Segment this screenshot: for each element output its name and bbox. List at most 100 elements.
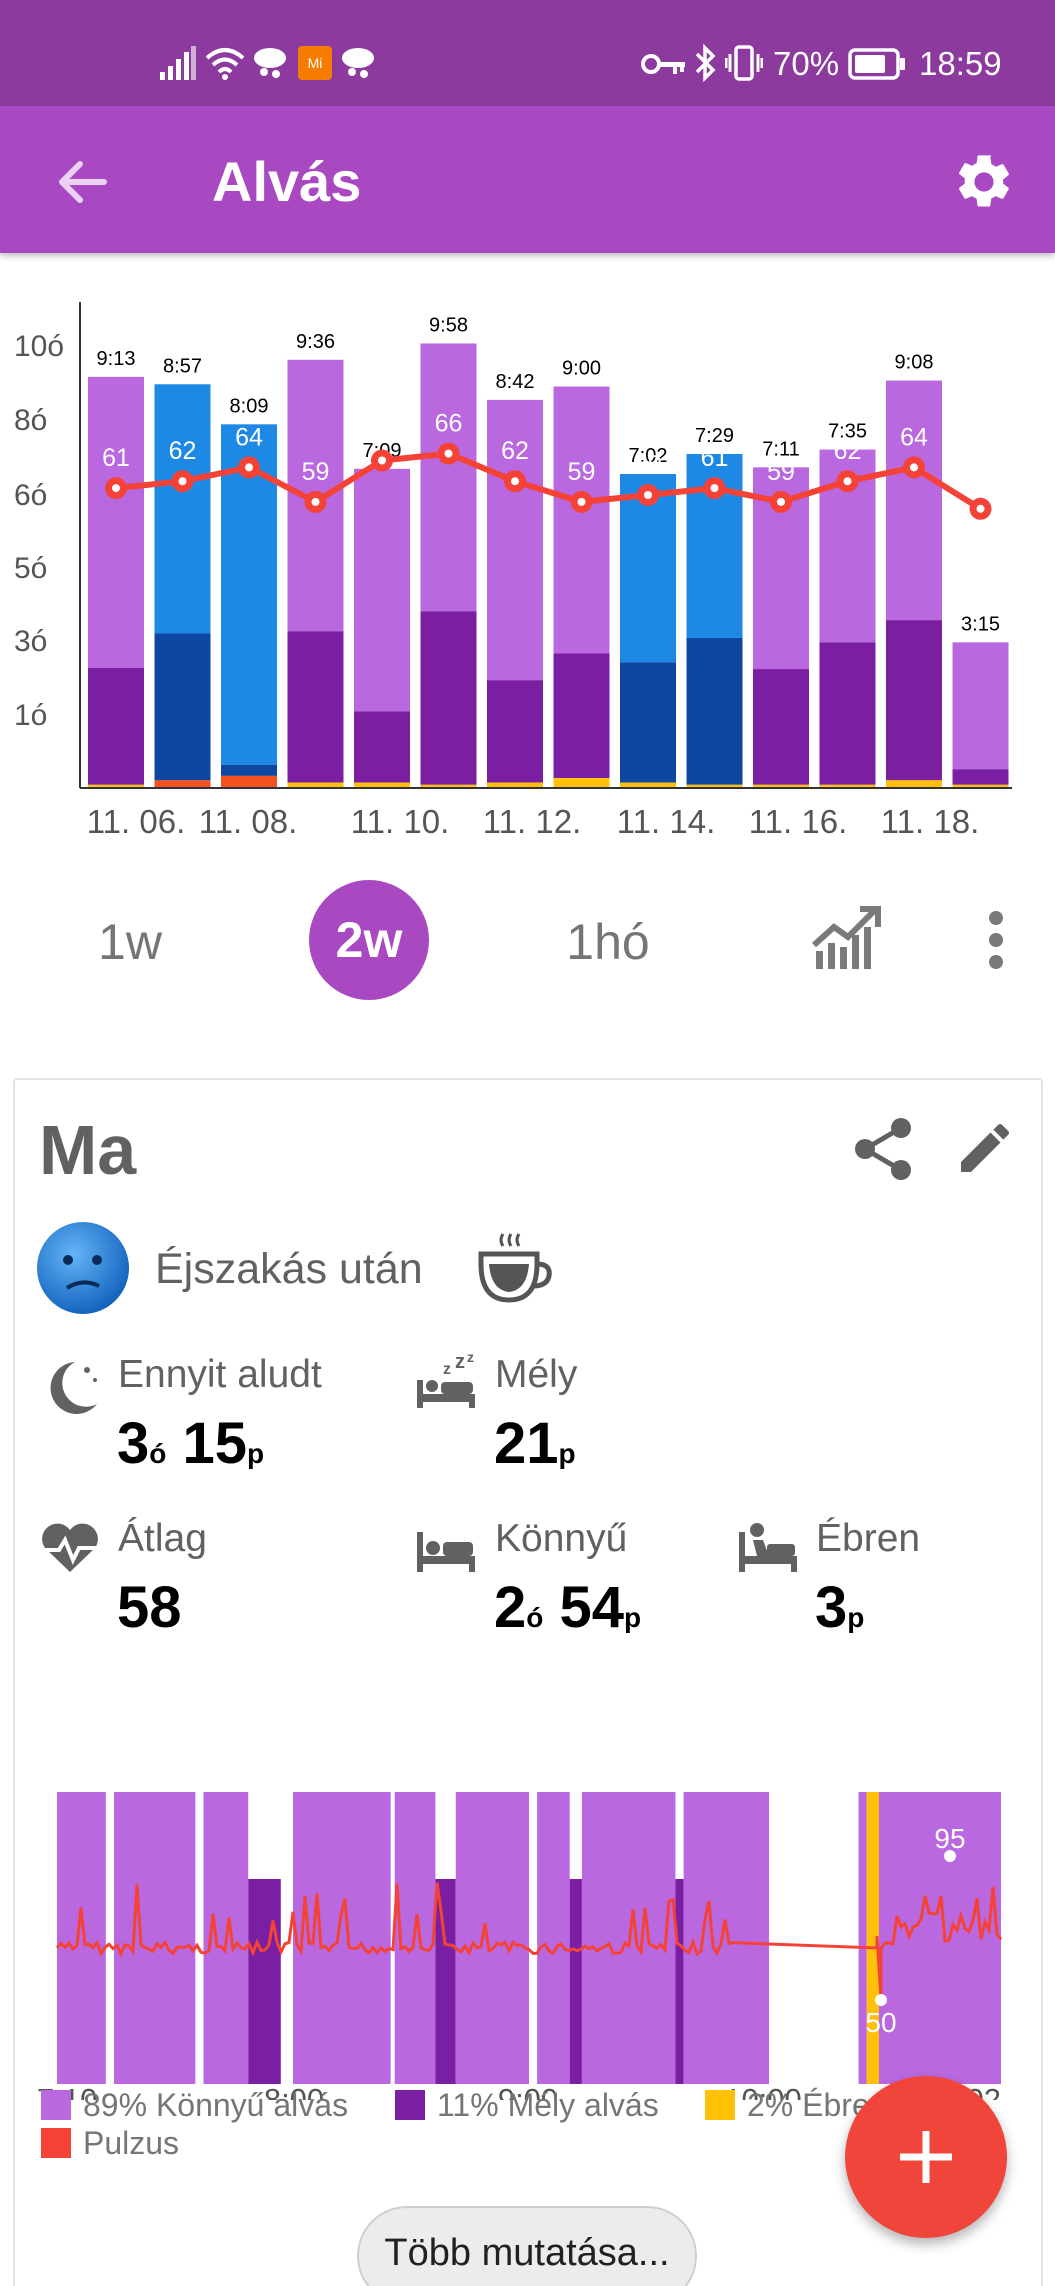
y-tick-label: 6ó bbox=[14, 479, 47, 512]
app-bar: Alvás bbox=[0, 106, 1055, 253]
pulse-line bbox=[115, 450, 983, 512]
duration-label: 8:57 bbox=[163, 355, 202, 377]
pulse-point-center bbox=[644, 491, 652, 499]
moon-icon bbox=[50, 1362, 97, 1414]
pulse-label: 58 bbox=[967, 465, 995, 493]
duration-label: 9:58 bbox=[429, 314, 468, 336]
range-1w-button[interactable]: 1w bbox=[98, 914, 162, 970]
bar-light bbox=[154, 384, 211, 634]
bar-deep bbox=[553, 653, 610, 779]
bar-deep bbox=[287, 631, 344, 783]
notification-icon bbox=[254, 48, 286, 78]
bluetooth-icon bbox=[695, 44, 716, 82]
today-sleep-card: Ma Éjszakás után Ennyit aludt 3ó 15p z z… bbox=[13, 1078, 1043, 2286]
add-button[interactable] bbox=[845, 2076, 1007, 2238]
range-2w-button[interactable]: 2w bbox=[309, 880, 429, 1000]
avg-pulse-label: Átlag bbox=[118, 1517, 207, 1560]
pulse-max-point bbox=[944, 1850, 956, 1862]
deep-sleep-bed-icon: z z z bbox=[417, 1350, 475, 1408]
y-tick-label: 1ó bbox=[14, 699, 47, 732]
light-sleep-value: 2ó 54p bbox=[494, 1575, 642, 1640]
bar-awake bbox=[487, 782, 543, 787]
pulse-label: 59 bbox=[767, 458, 795, 486]
bar-awake bbox=[154, 780, 211, 787]
stage-segment-deep bbox=[248, 1879, 281, 2084]
deep-sleep-label: Mély bbox=[495, 1353, 578, 1396]
confused-face-icon[interactable] bbox=[35, 1220, 131, 1316]
pulse-point-center bbox=[710, 484, 719, 493]
bar-deep bbox=[886, 620, 942, 781]
bar-light bbox=[487, 399, 543, 681]
duration-label: 9:00 bbox=[562, 358, 601, 380]
vibrate-icon bbox=[725, 45, 763, 81]
legend-pulse: Pulzus bbox=[41, 2124, 179, 2162]
status-bar: Mi 70% 18:59 bbox=[0, 0, 1055, 106]
duration-label: 7:29 bbox=[695, 425, 734, 447]
bar-deep bbox=[88, 667, 144, 785]
duration-label: 9:08 bbox=[895, 352, 934, 374]
duration-label: 8:42 bbox=[496, 371, 535, 393]
bar-deep bbox=[620, 662, 676, 783]
more-vert-icon[interactable] bbox=[984, 910, 1008, 970]
stage-segment-deep bbox=[569, 1879, 582, 2084]
x-tick-label: 11. 16. bbox=[749, 803, 847, 840]
awake-label: Ébren bbox=[816, 1517, 921, 1560]
x-tick-label: 11. 10. bbox=[351, 803, 449, 840]
y-tick-label: 3ó bbox=[14, 625, 47, 658]
pulse-point-center bbox=[178, 477, 187, 486]
x-tick-label: 9:00 bbox=[498, 2082, 558, 2100]
x-tick-label: 11. 14. bbox=[617, 803, 715, 840]
x-tick-label: 11. 08. bbox=[199, 803, 297, 840]
clock: 18:59 bbox=[919, 45, 1002, 82]
duration-label: 8:09 bbox=[230, 395, 269, 417]
show-more-button[interactable]: Több mutatása... bbox=[357, 2206, 697, 2286]
bar-awake bbox=[420, 784, 477, 787]
bar-light bbox=[952, 642, 1009, 770]
signal-icon bbox=[160, 46, 196, 80]
stage-segment-light bbox=[683, 1792, 770, 2084]
bar-deep bbox=[686, 637, 743, 785]
sleep-bar-chart[interactable]: 1ó3ó5ó6ó8ó10ó9:138:578:099:367:099:588:4… bbox=[0, 260, 1055, 860]
bar-awake bbox=[620, 782, 676, 787]
bar-deep bbox=[753, 669, 809, 785]
vpn-key-icon bbox=[641, 54, 685, 74]
bar-awake bbox=[287, 782, 344, 787]
trend-chart-icon[interactable] bbox=[812, 905, 884, 971]
share-icon[interactable] bbox=[853, 1116, 915, 1182]
bar-light bbox=[221, 424, 277, 765]
duration-label: 7:02 bbox=[629, 445, 668, 467]
sleep-history-chart: 1ó3ó5ó6ó8ó10ó9:138:578:099:367:099:588:4… bbox=[0, 260, 1055, 865]
bed-icon bbox=[417, 1532, 475, 1572]
pulse-point-center bbox=[777, 497, 785, 506]
pulse-point-center bbox=[976, 504, 985, 513]
bar-light bbox=[88, 376, 144, 668]
gear-icon[interactable] bbox=[952, 150, 1016, 214]
pulse-label: 60 bbox=[634, 451, 662, 479]
duration-label: 9:36 bbox=[296, 331, 335, 353]
notification-icon bbox=[342, 48, 374, 78]
bar-light bbox=[553, 386, 610, 654]
stage-segment-light bbox=[57, 1792, 106, 2084]
arrow-back-icon[interactable] bbox=[54, 154, 110, 210]
pulse-min-label: 50 bbox=[865, 2007, 896, 2038]
x-tick-label: 10:00 bbox=[724, 2082, 802, 2100]
bar-deep bbox=[354, 711, 410, 783]
pulse-label: 62 bbox=[169, 437, 197, 465]
range-1month-button[interactable]: 1hó bbox=[566, 914, 650, 970]
stage-segment-light bbox=[455, 1792, 529, 2084]
page-title: Alvás bbox=[212, 150, 362, 213]
bar-awake bbox=[753, 784, 809, 787]
pulse-label: 59 bbox=[302, 458, 330, 486]
pulse-point-center bbox=[843, 477, 852, 486]
x-tick-label: 8:00 bbox=[264, 2082, 324, 2100]
edit-icon[interactable] bbox=[953, 1116, 1017, 1180]
deep-sleep-value: 21p bbox=[494, 1411, 576, 1476]
bar-deep bbox=[952, 769, 1009, 785]
total-sleep-label: Ennyit aludt bbox=[118, 1353, 322, 1396]
bar-deep bbox=[420, 611, 477, 785]
y-tick-label: 10ó bbox=[14, 330, 64, 363]
pulse-label: 64 bbox=[235, 423, 263, 451]
total-sleep-value: 3ó 15p bbox=[117, 1411, 265, 1476]
sleep-tag-label: Éjszakás után bbox=[155, 1245, 423, 1293]
